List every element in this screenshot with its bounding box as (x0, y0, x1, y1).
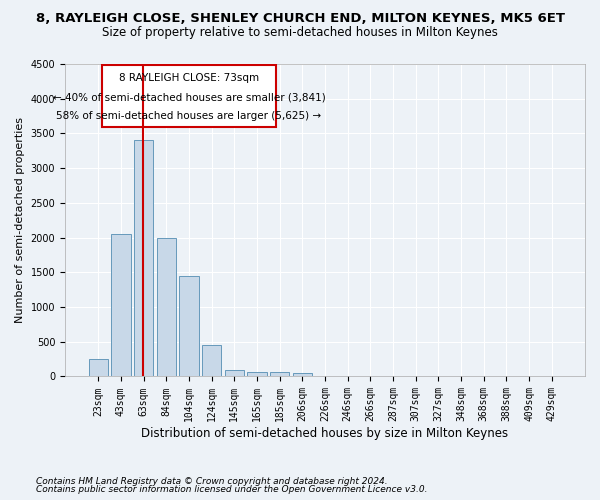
Text: 58% of semi-detached houses are larger (5,625) →: 58% of semi-detached houses are larger (… (56, 111, 322, 121)
Bar (89, 359, 108, 376)
Bar (179, 276, 199, 376)
Bar (293, 373, 312, 376)
Bar (202, 345, 221, 376)
Text: 8 RAYLEIGH CLOSE: 73sqm: 8 RAYLEIGH CLOSE: 73sqm (119, 72, 259, 83)
Text: Contains HM Land Registry data © Crown copyright and database right 2024.: Contains HM Land Registry data © Crown c… (36, 477, 388, 486)
Bar (157, 238, 176, 376)
Text: Contains public sector information licensed under the Open Government Licence v3: Contains public sector information licen… (36, 484, 427, 494)
X-axis label: Distribution of semi-detached houses by size in Milton Keynes: Distribution of semi-detached houses by … (142, 427, 509, 440)
Bar (247, 372, 266, 376)
Bar (270, 372, 289, 376)
Y-axis label: Number of semi-detached properties: Number of semi-detached properties (15, 117, 25, 323)
Bar (224, 370, 244, 376)
Text: 8, RAYLEIGH CLOSE, SHENLEY CHURCH END, MILTON KEYNES, MK5 6ET: 8, RAYLEIGH CLOSE, SHENLEY CHURCH END, M… (35, 12, 565, 26)
Text: Size of property relative to semi-detached houses in Milton Keynes: Size of property relative to semi-detach… (102, 26, 498, 39)
FancyBboxPatch shape (101, 66, 276, 127)
Text: ← 40% of semi-detached houses are smaller (3,841): ← 40% of semi-detached houses are smalle… (53, 92, 325, 102)
Bar (112, 234, 131, 376)
Bar (134, 140, 153, 376)
